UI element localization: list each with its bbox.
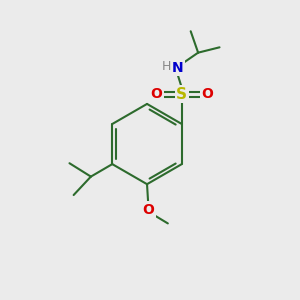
Text: O: O bbox=[142, 203, 154, 217]
Text: O: O bbox=[150, 87, 162, 101]
Text: H: H bbox=[161, 60, 171, 74]
Text: O: O bbox=[201, 87, 213, 101]
Text: N: N bbox=[172, 61, 184, 74]
Text: S: S bbox=[176, 87, 187, 102]
